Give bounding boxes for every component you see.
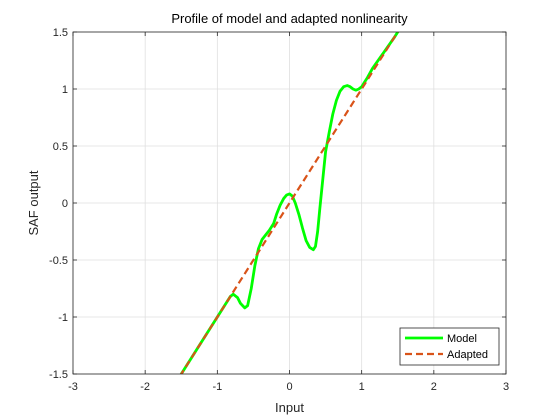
legend: Model Adapted — [399, 327, 500, 366]
series-line-model — [179, 32, 400, 374]
y-axis-label: SAF output — [26, 170, 41, 235]
x-tick-label: -1 — [212, 381, 222, 393]
x-tick-label: 3 — [503, 381, 509, 393]
axis-ticks: -3 -2 -1 0 1 2 3 -1.5 -1 -0.5 0 0.5 1 1.5 — [49, 27, 509, 393]
x-axis-label: Input — [275, 400, 304, 415]
series-line-adapted — [179, 32, 400, 374]
x-tick-label: -3 — [68, 381, 78, 393]
legend-label-model: Model — [447, 333, 477, 345]
y-tick-label: -0.5 — [49, 255, 68, 267]
y-tick-label: 1 — [62, 84, 68, 96]
x-tick-label: 1 — [359, 381, 365, 393]
x-tick-label: 0 — [286, 381, 292, 393]
series-layer — [179, 32, 400, 374]
x-tick-label: 2 — [431, 381, 437, 393]
legend-label-adapted: Adapted — [447, 349, 488, 361]
legend-box — [399, 327, 500, 366]
chart-title: Profile of model and adapted nonlinearit… — [171, 11, 408, 26]
y-tick-label: -1 — [58, 312, 68, 324]
y-tick-label: -1.5 — [49, 369, 68, 381]
y-tick-label: 0.5 — [53, 141, 68, 153]
x-tick-label: -2 — [140, 381, 150, 393]
y-tick-label: 0 — [62, 198, 68, 210]
y-tick-label: 1.5 — [53, 27, 68, 39]
